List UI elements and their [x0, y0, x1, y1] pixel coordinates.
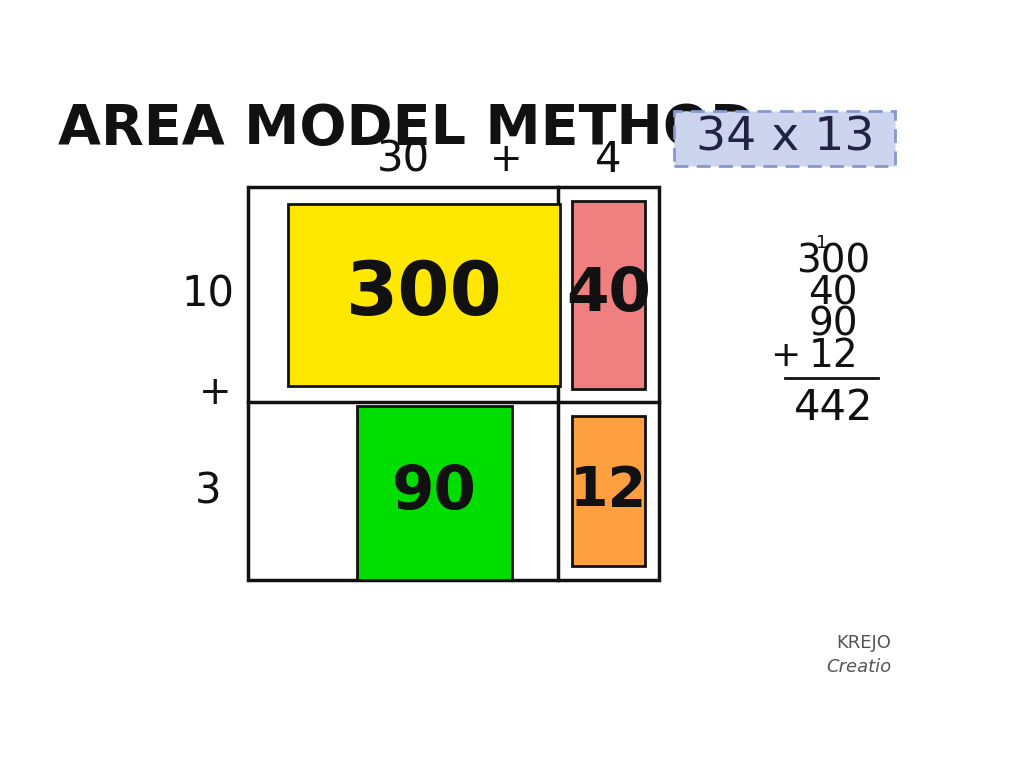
- Text: 40: 40: [566, 265, 651, 324]
- Text: Creatio: Creatio: [826, 657, 891, 676]
- Text: 12: 12: [570, 464, 647, 518]
- Text: AREA MODEL METHOD: AREA MODEL METHOD: [58, 102, 756, 156]
- Text: 1: 1: [816, 234, 827, 252]
- Text: 10: 10: [181, 273, 234, 316]
- Text: +: +: [489, 141, 522, 179]
- Text: KREJO: KREJO: [837, 634, 891, 653]
- Text: 90: 90: [808, 306, 858, 344]
- Bar: [356, 406, 512, 580]
- Text: 300: 300: [346, 258, 503, 331]
- Bar: [572, 200, 645, 389]
- Text: 40: 40: [809, 274, 858, 312]
- Bar: [248, 187, 658, 580]
- Text: 300: 300: [796, 243, 870, 280]
- Text: 12: 12: [808, 337, 858, 376]
- Bar: [289, 204, 560, 386]
- Bar: [675, 111, 895, 166]
- Text: 30: 30: [377, 139, 430, 181]
- Text: +: +: [770, 339, 801, 373]
- Text: 442: 442: [794, 387, 872, 429]
- Text: 4: 4: [595, 139, 622, 181]
- Text: 3: 3: [195, 470, 221, 512]
- Bar: [572, 416, 645, 566]
- Text: +: +: [200, 374, 231, 412]
- Text: 90: 90: [392, 463, 476, 522]
- Text: 34 x 13: 34 x 13: [695, 116, 874, 161]
